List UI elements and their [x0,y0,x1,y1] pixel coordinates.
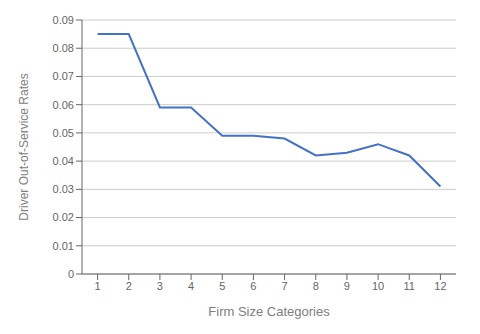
svg-text:12: 12 [434,280,446,292]
svg-text:0.06: 0.06 [53,99,74,111]
svg-text:4: 4 [188,280,194,292]
svg-text:8: 8 [313,280,319,292]
svg-text:0.03: 0.03 [53,183,74,195]
svg-text:1: 1 [95,280,101,292]
svg-text:6: 6 [250,280,256,292]
svg-text:Firm Size Categories: Firm Size Categories [208,304,330,319]
svg-text:2: 2 [126,280,132,292]
svg-text:0.02: 0.02 [53,211,74,223]
svg-text:7: 7 [282,280,288,292]
svg-text:0: 0 [68,268,74,280]
svg-text:10: 10 [372,280,384,292]
svg-text:0.05: 0.05 [53,127,74,139]
svg-text:5: 5 [219,280,225,292]
svg-text:9: 9 [344,280,350,292]
svg-text:3: 3 [157,280,163,292]
svg-text:0.09: 0.09 [53,14,74,26]
svg-text:0.04: 0.04 [53,155,74,167]
svg-text:0.08: 0.08 [53,42,74,54]
svg-text:Driver Out-of-Service Rates: Driver Out-of-Service Rates [17,73,31,220]
svg-text:0.07: 0.07 [53,70,74,82]
svg-text:11: 11 [404,280,415,292]
svg-text:0.01: 0.01 [53,240,74,252]
